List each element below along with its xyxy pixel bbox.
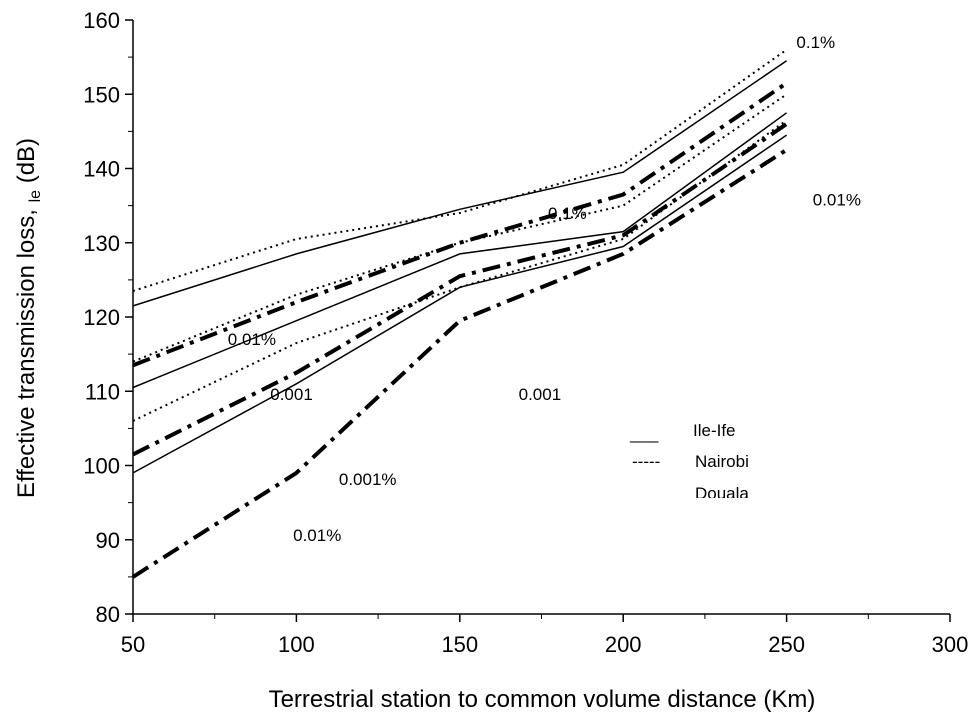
legend-label-nairobi: Nairobi: [695, 452, 749, 471]
percentile-annotation: 0.001%: [339, 470, 397, 489]
x-axis-title: Terrestrial station to common volume dis…: [269, 686, 816, 713]
series-lines-layer: [131, 48, 788, 579]
x-tick-label: 50: [121, 632, 145, 657]
series-line-ile-ife-3: [132, 134, 788, 474]
y-tick-label: 110: [85, 379, 120, 404]
legend-marker-ile-ife: ___: [629, 424, 659, 443]
series-line-nairobi-6: [132, 119, 788, 422]
percentile-annotation: 0.1%: [548, 204, 587, 223]
series-line-nairobi-4: [132, 48, 788, 292]
axes-layer: [125, 19, 951, 622]
y-tick-label: 130: [83, 231, 120, 256]
y-tick-label: 160: [83, 8, 120, 33]
legend-label-douala: Douala: [695, 484, 749, 503]
y-tick-label: 120: [83, 305, 120, 330]
legend: ___ Ile-Ife ----- Nairobi Douala: [629, 421, 749, 503]
x-tick-label: 150: [441, 632, 478, 657]
series-line-ile-ife-2: [132, 112, 788, 389]
series-line-douala-7: [132, 81, 788, 368]
legend-label-ile-ife: Ile-Ife: [693, 421, 736, 440]
percentile-annotation: 0.01%: [293, 526, 341, 545]
series-line-douala-8: [132, 122, 788, 457]
tick-labels-layer: 50 100 150 200 250 300 80 90 100 110 120 130 140 150 1…: [83, 8, 968, 657]
legend-marker-nairobi: -----: [632, 452, 660, 471]
x-tick-label: 200: [605, 632, 642, 657]
y-axis-title-main: Effective transmission loss,: [13, 202, 40, 498]
percentile-annotation: 0.01%: [228, 330, 276, 349]
x-tick-label: 250: [768, 632, 805, 657]
y-tick-label: 100: [83, 454, 120, 479]
percentile-annotation: 0.01%: [813, 191, 861, 210]
percentile-annotation: 0.1%: [796, 33, 835, 52]
annotations-layer: 0.1% 0.1% 0.01% 0.01% 0.001 0.001 0.001% 0.01%: [228, 33, 861, 545]
y-axis-title: Effective transmission loss, le (dB): [13, 138, 44, 498]
legend-clip: Douala: [695, 484, 749, 503]
y-axis-title-unit: (dB): [13, 138, 40, 190]
series-line-douala-9: [131, 148, 788, 579]
y-tick-label: 150: [83, 82, 120, 107]
series-line-nairobi-5: [132, 93, 788, 363]
y-axis-title-subscript: le: [27, 190, 44, 203]
series-line-ile-ife-1: [132, 60, 788, 307]
percentile-annotation: 0.001: [270, 385, 313, 404]
y-tick-label: 140: [83, 157, 120, 182]
x-tick-label: 300: [932, 632, 969, 657]
x-tick-label: 100: [278, 632, 315, 657]
y-tick-label: 80: [96, 602, 120, 627]
y-tick-label: 90: [96, 528, 120, 553]
percentile-annotation: 0.001: [519, 385, 562, 404]
